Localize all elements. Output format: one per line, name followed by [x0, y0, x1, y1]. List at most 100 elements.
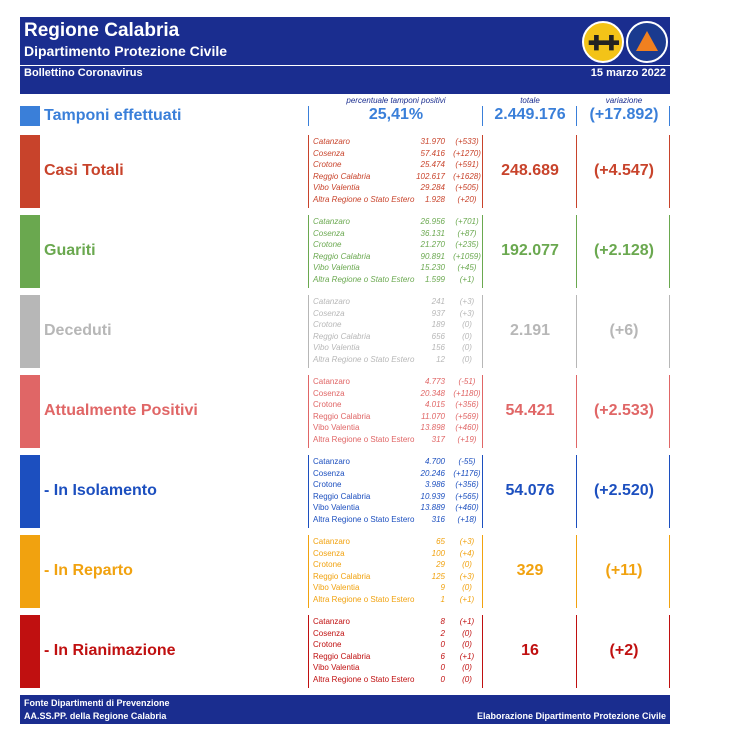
attualmente-positivi-row-change: (-51)	[458, 377, 476, 386]
guariti-row-city: Cosenza	[313, 228, 345, 238]
tamponi-divider	[669, 106, 670, 126]
casi-totali-row-value: 25.474	[420, 160, 445, 170]
in-reparto-row-city: Vibo Valentia	[313, 583, 360, 593]
guariti-divider	[482, 215, 483, 288]
casi-totali-row-change: (+505)	[455, 183, 479, 193]
in-reparto-color-bar	[20, 535, 40, 608]
casi-totali-color-bar	[20, 135, 40, 208]
in-isolamento-row-change: (-55)	[458, 457, 476, 466]
in-rianimazione-row-value: 0	[440, 663, 445, 673]
casi-totali-row-city: Catanzaro	[313, 137, 350, 146]
attualmente-positivi-row-change: (+356)	[455, 400, 479, 410]
footer-source-1: Fonte Dipartimenti di Prevenzione	[24, 698, 170, 708]
attualmente-positivi-divider	[308, 375, 309, 448]
guariti-row-value: 21.270	[420, 240, 445, 250]
attualmente-positivi-label: Attualmente Positivi	[44, 402, 198, 419]
in-isolamento-total: 54.076	[505, 482, 555, 499]
guariti-row-change: (+87)	[457, 228, 477, 238]
casi-totali-row-value: 57.416	[420, 148, 445, 158]
casi-totali-row-city: Reggio Calabria	[313, 171, 371, 181]
in-reparto-row-value: 125	[431, 571, 445, 581]
bulletin-date: 15 marzo 2022	[590, 67, 666, 79]
guariti-row-change: (+1)	[459, 275, 475, 284]
in-reparto-row-value: 100	[431, 548, 445, 558]
casi-totali-variation: (+4.547)	[593, 162, 655, 179]
in-isolamento-divider	[308, 455, 309, 528]
deceduti-row-value: 156	[431, 343, 445, 353]
casi-totali-row-city: Altra Regione o Stato Estero	[313, 195, 415, 204]
deceduti-row-city: Vibo Valentia	[313, 343, 360, 353]
attualmente-positivi-row-city: Cosenza	[313, 388, 345, 398]
attualmente-positivi-row-value: 317	[431, 435, 445, 444]
attualmente-positivi-divider	[576, 375, 577, 448]
attualmente-positivi-row-value: 4.773	[424, 377, 445, 386]
casi-totali-label: Casi Totali	[44, 162, 124, 179]
casi-totali-row-value: 29.284	[420, 183, 445, 193]
guariti-color-bar	[20, 215, 40, 288]
in-rianimazione-row-change: (0)	[462, 640, 472, 650]
attualmente-positivi-color-bar	[20, 375, 40, 448]
casi-totali-row-city: Vibo Valentia	[313, 183, 360, 193]
tamponi-divider	[482, 106, 483, 126]
deceduti-row-city: Catanzaro	[313, 297, 350, 306]
deceduti-row-value: 937	[431, 308, 445, 318]
guariti-row-change: (+235)	[455, 240, 479, 250]
region-logo-icon: ✚ ✚	[582, 21, 624, 63]
casi-totali-divider	[308, 135, 309, 208]
in-isolamento-row-value: 10.939	[420, 491, 445, 501]
in-reparto-row-city: Reggio Calabria	[313, 571, 371, 581]
attualmente-positivi-variation: (+2.533)	[593, 402, 655, 419]
in-reparto-row-city: Cosenza	[313, 548, 345, 558]
attualmente-positivi-row-value: 13.898	[420, 423, 445, 433]
deceduti-row-change: (0)	[462, 355, 472, 364]
in-rianimazione-row-value: 0	[440, 675, 445, 684]
in-reparto-row-value: 9	[440, 583, 445, 593]
guariti-divider	[576, 215, 577, 288]
in-reparto-divider	[482, 535, 483, 608]
deceduti-row-city: Crotone	[313, 320, 342, 330]
guariti-row-value: 90.891	[420, 251, 445, 261]
guariti-label: Guariti	[44, 242, 96, 259]
attualmente-positivi-row-city: Reggio Calabria	[313, 411, 371, 421]
in-reparto-row-city: Altra Regione o Stato Estero	[313, 595, 415, 604]
deceduti-row-value: 241	[431, 297, 445, 306]
in-reparto-total: 329	[516, 562, 544, 579]
tamponi-total: 2.449.176	[494, 106, 566, 123]
guariti-row-city: Catanzaro	[313, 217, 350, 226]
in-reparto-divider	[576, 535, 577, 608]
tamponi-divider	[576, 106, 577, 126]
in-reparto-divider	[308, 535, 309, 608]
tamponi-divider	[308, 106, 309, 126]
deceduti-row-value: 656	[431, 331, 445, 341]
in-isolamento-row-value: 4.700	[424, 457, 445, 466]
in-rianimazione-row-city: Cosenza	[313, 628, 345, 638]
in-isolamento-row-value: 316	[431, 515, 445, 524]
in-reparto-row-change: (0)	[462, 560, 472, 570]
deceduti-row-value: 189	[431, 320, 445, 330]
in-reparto-row-change: (+1)	[459, 595, 475, 604]
in-rianimazione-divider	[669, 615, 670, 688]
in-rianimazione-label: - In Rianimazione	[44, 642, 176, 659]
guariti-total: 192.077	[501, 242, 559, 259]
casi-totali-row-value: 102.617	[416, 171, 445, 181]
deceduti-color-bar	[20, 295, 40, 368]
bulletin-bar: Bollettino Coronavirus 15 marzo 2022	[20, 65, 670, 82]
in-isolamento-row-change: (+356)	[455, 480, 479, 490]
guariti-row-change: (+701)	[455, 217, 479, 226]
deceduti-row-value: 12	[436, 355, 445, 364]
header-divider	[20, 82, 670, 94]
in-isolamento-divider	[576, 455, 577, 528]
bulletin-title: Bollettino Coronavirus	[24, 67, 143, 79]
deceduti-total: 2.191	[509, 322, 551, 339]
casi-totali-row-change: (+20)	[457, 195, 477, 204]
header-subtitle: Dipartimento Protezione Civile	[24, 43, 228, 59]
in-rianimazione-row-change: (+1)	[459, 617, 475, 626]
attualmente-positivi-row-change: (+1180)	[453, 388, 481, 398]
footer-source-2: AA.SS.PP. della Regione Calabria	[24, 711, 167, 721]
casi-totali-total: 248.689	[501, 162, 559, 179]
attualmente-positivi-total: 54.421	[505, 402, 555, 419]
attualmente-positivi-divider	[482, 375, 483, 448]
in-rianimazione-divider	[308, 615, 309, 688]
casi-totali-row-value: 31.970	[420, 137, 445, 146]
in-rianimazione-row-city: Altra Regione o Stato Estero	[313, 675, 415, 684]
